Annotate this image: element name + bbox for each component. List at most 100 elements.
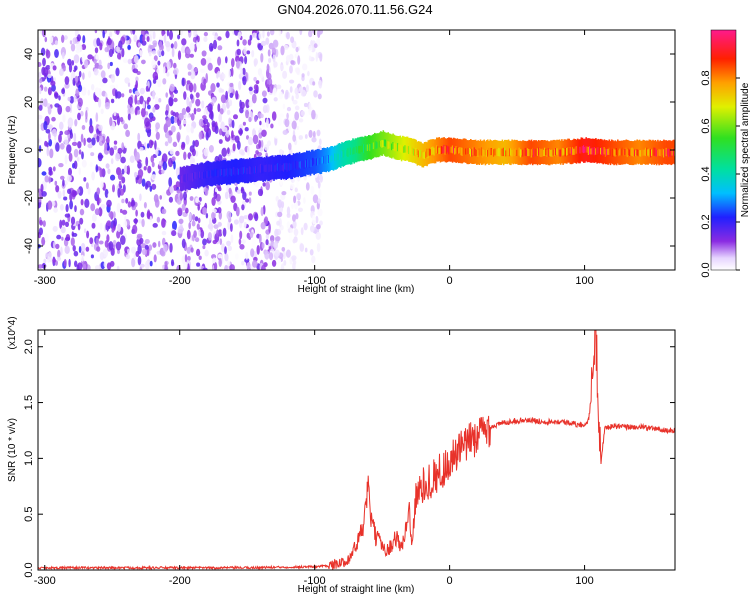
ridge-cell [500,148,502,156]
ridge-cell [376,142,379,149]
noise-cell [292,220,297,229]
noise-cell [230,195,236,203]
ridge-cell [523,148,525,156]
ridge-cell [653,147,655,156]
noise-cell [183,262,188,270]
ridge-cell [231,167,234,176]
noise-cell [81,86,87,96]
noise-cell [44,140,48,147]
noise-cell [145,111,149,116]
noise-cell [115,91,122,99]
noise-cell [127,58,132,65]
noise-cell [128,89,132,94]
noise-cell [85,246,90,252]
ridge-cell [443,144,445,154]
ridge-cell [541,148,544,157]
noise-cell [163,243,168,253]
noise-cell [149,185,153,192]
noise-cell [116,230,121,239]
noise-cell [280,64,284,71]
noise-cell [248,100,253,108]
ridge-cell [276,163,279,171]
noise-cell [141,59,146,65]
noise-cell [173,67,179,75]
noise-cell [237,31,242,39]
ridge-cell [561,149,563,157]
ridge-cell [370,143,372,151]
noise-cell [76,156,80,162]
noise-cell [179,85,185,94]
ridge-cell [236,167,239,175]
noise-cell [288,142,292,151]
noise-cell [43,98,48,108]
noise-cell [62,189,66,198]
noise-cell [176,131,181,142]
noise-cell [133,55,139,64]
ridge-cell [314,157,317,165]
noise-cell [185,135,190,145]
noise-cell [80,133,84,143]
noise-cell [73,148,79,158]
ridge-cell [270,164,273,172]
ridge-cell [555,148,557,156]
ridge-cell [207,170,210,177]
ridge-cell [608,147,611,155]
ridge-cell [566,148,568,156]
noise-cell [249,231,254,239]
ridge-cell [331,155,334,161]
noise-cell [63,35,68,40]
noise-cell [75,88,80,97]
noise-cell [308,30,313,38]
noise-cell [247,136,254,146]
noise-cell [87,89,91,96]
noise-cell [89,237,94,245]
noise-cell [268,252,274,261]
noise-cell [245,109,250,119]
ridge-cell [420,149,422,157]
ridge-cell [228,168,230,175]
noise-cell [271,111,277,121]
noise-cell [168,177,173,187]
ridge-cell [315,158,318,166]
noise-cell [127,248,130,254]
noise-cell [278,30,282,36]
noise-cell [106,199,112,208]
noise-cell [65,221,69,227]
noise-cell [65,64,69,73]
noise-cell [214,125,219,134]
noise-cell [212,208,217,213]
ridge-cell [264,164,267,172]
noise-cell [188,101,192,109]
noise-cell [116,265,120,270]
noise-cell [58,163,64,168]
noise-cell [48,138,53,147]
ridge-cell [199,171,201,178]
noise-cell [253,84,258,91]
noise-cell [152,89,156,100]
ridge-cell [221,169,223,175]
ridge-cell [233,166,235,175]
noise-cell [248,191,252,196]
ridge-cell [603,147,606,155]
noise-cell [218,113,222,123]
ridge-cell [623,149,625,156]
ridge-cell [513,149,516,157]
noise-cell [311,109,316,120]
noise-cell [78,246,82,253]
noise-cell [213,35,219,40]
noise-cell [299,30,303,36]
ridge-cell [188,174,190,181]
ridge-cell [563,148,566,155]
noise-cell [113,145,118,151]
noise-cell [135,76,139,82]
ridge-cell [403,146,405,153]
noise-cell [204,249,209,257]
noise-cell [124,77,130,84]
ridge-cell [669,148,671,157]
noise-cell [121,142,125,151]
noise-cell [195,92,200,98]
noise-cell [63,259,67,267]
ridge-cell [218,168,221,177]
ridge-cell [347,148,349,157]
noise-cell [252,134,259,145]
